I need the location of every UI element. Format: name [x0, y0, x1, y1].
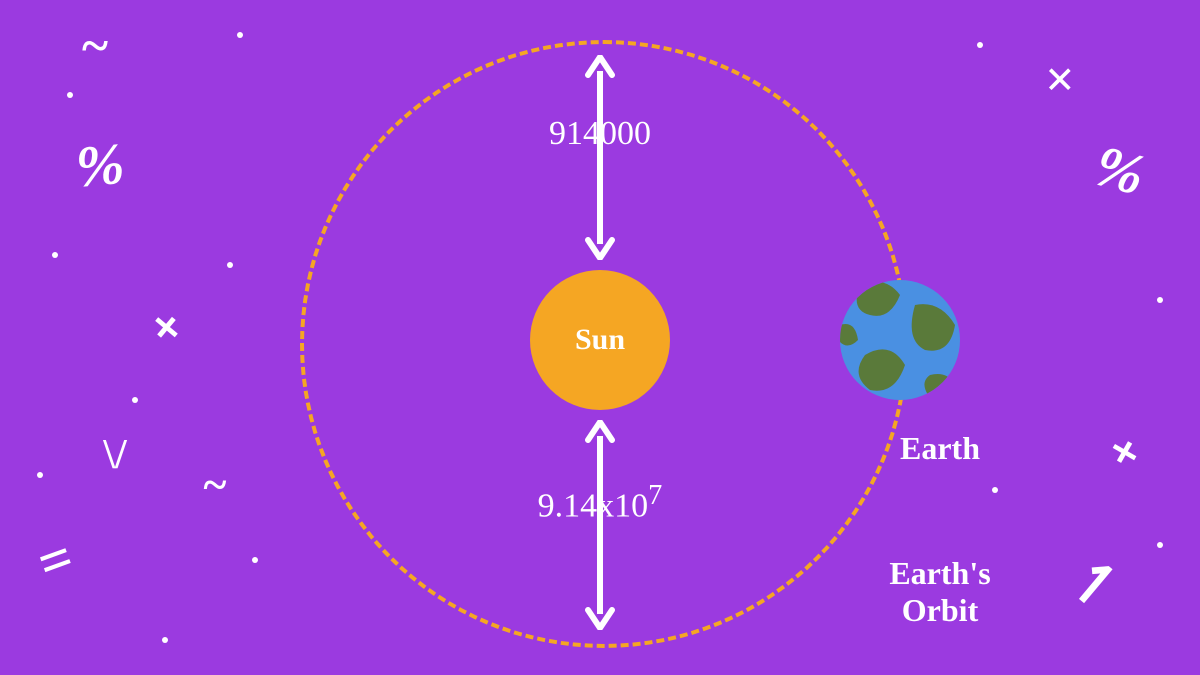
sun-label: Sun	[575, 323, 625, 357]
doodle-glyph: \/	[103, 431, 126, 479]
star-dot	[237, 32, 243, 38]
scientific-base: 9.14x10	[538, 487, 649, 524]
radius-value-standard: 914000	[500, 115, 700, 153]
doodle-glyph: =	[28, 523, 82, 597]
solar-system-diagram: Sun 914000 9.14x107 Earth Earth's Orbit …	[0, 0, 1200, 675]
star-dot	[1157, 542, 1163, 548]
doodle-glyph: ×	[1045, 51, 1075, 110]
star-dot	[252, 557, 258, 563]
earth	[840, 280, 960, 400]
doodle-glyph: ⁺	[1090, 423, 1151, 497]
star-dot	[992, 487, 998, 493]
star-dot	[227, 262, 233, 268]
star-dot	[37, 472, 43, 478]
doodle-glyph: ⁺	[125, 298, 194, 372]
orbit-label: Earth's Orbit	[860, 555, 1020, 629]
star-dot	[977, 42, 983, 48]
sun: Sun	[530, 270, 670, 410]
radius-value-scientific: 9.14x107	[500, 480, 700, 525]
star-dot	[132, 397, 138, 403]
star-dot	[162, 637, 168, 643]
earth-label: Earth	[880, 430, 1000, 467]
radius-arrow-top	[580, 55, 620, 260]
star-dot	[1157, 297, 1163, 303]
doodle-glyph: ~	[82, 16, 108, 74]
scientific-exponent: 7	[648, 480, 662, 511]
doodle-glyph: ↿	[1055, 543, 1136, 626]
doodle-glyph: %	[73, 130, 127, 201]
star-dot	[67, 92, 73, 98]
star-dot	[52, 252, 58, 258]
doodle-glyph: %	[1088, 131, 1152, 208]
doodle-glyph: ~	[204, 460, 227, 511]
